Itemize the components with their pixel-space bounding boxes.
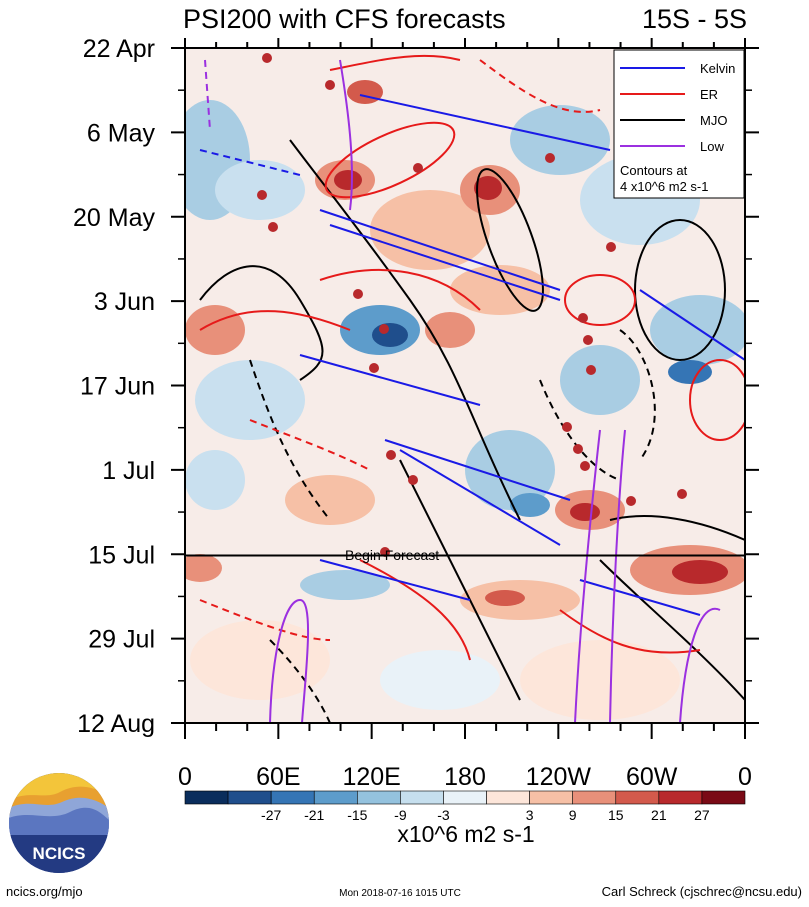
y-tick-label: 17 Jun <box>80 373 155 401</box>
colorbar-swatch <box>184 790 229 805</box>
x-axis: 0 60E 120E 180 120W 60W 0 <box>178 38 752 791</box>
colorbar-tick-label: 21 <box>651 807 667 823</box>
y-tick-label: 29 Jul <box>88 626 155 654</box>
colorbar-swatch <box>486 790 530 805</box>
colorbar-swatch <box>270 790 315 805</box>
footer-right: Carl Schreck (cjschrec@ncsu.edu) <box>602 884 802 899</box>
legend: Kelvin ER MJO Low Contours at 4 x10^6 m2 s-… <box>613 49 745 199</box>
x-tick-label: 60E <box>256 763 300 791</box>
colorbar-swatch <box>400 790 444 805</box>
colorbar-swatch <box>615 790 660 805</box>
colorbar-tick-label: -27 <box>261 807 281 823</box>
legend-label: Kelvin <box>700 61 735 76</box>
logo-text: NCICS <box>33 844 86 863</box>
region-label: 15S - 5S <box>642 4 747 34</box>
y-axis: 22 Apr 6 May 20 May 3 Jun 17 Jun 1 Jul 15 Jul 2… <box>73 35 759 738</box>
colorbar-tick-label: -21 <box>304 807 324 823</box>
footer-timestamp: Mon 2018-07-16 1015 UTC <box>339 888 461 899</box>
x-tick-label: 0 <box>738 763 752 791</box>
x-tick-label: 180 <box>444 763 486 791</box>
contours <box>199 54 745 723</box>
y-tick-label: 3 Jun <box>94 288 155 316</box>
y-tick-label: 22 Apr <box>83 35 155 63</box>
y-tick-label: 1 Jul <box>102 457 155 485</box>
colorbar-swatch <box>227 790 272 805</box>
colorbar-tick-label: 27 <box>694 807 710 823</box>
colorbar-swatch <box>701 790 746 805</box>
ncics-logo: NCICS <box>9 773 109 873</box>
legend-label: MJO <box>700 113 727 128</box>
legend-note-line1: Contours at <box>620 163 688 178</box>
x-tick-label: 120W <box>526 763 592 791</box>
colorbar-swatch <box>313 790 358 805</box>
legend-label: Low <box>700 139 724 154</box>
colorbar-swatch <box>658 790 703 805</box>
y-tick-label: 12 Aug <box>77 710 155 738</box>
colorbar-swatch <box>572 790 617 805</box>
forecast-start-label: Begin Forecast <box>345 547 439 563</box>
chart-title: PSI200 with CFS forecasts <box>183 4 506 34</box>
colorbar-tick-label: -15 <box>347 807 367 823</box>
colorbar-swatch <box>357 790 401 805</box>
colorbar-tick-label: 9 <box>569 807 577 823</box>
colorbar-tick-label: 15 <box>608 807 624 823</box>
y-tick-label: 15 Jul <box>88 541 155 569</box>
colorbar-swatch <box>443 790 487 805</box>
colorbar-swatch <box>529 790 573 805</box>
legend-label: ER <box>700 87 718 102</box>
footer-left: ncics.org/mjo <box>6 884 83 899</box>
y-tick-label: 20 May <box>73 204 155 232</box>
x-tick-label: 120E <box>342 763 400 791</box>
legend-note-line2: 4 x10^6 m2 s-1 <box>620 179 708 194</box>
x-tick-label: 0 <box>178 763 192 791</box>
colorbar: -27 -21 -15 -9 -3 3 9 15 21 27 <box>184 790 746 823</box>
colorbar-tick-label: 3 <box>526 807 534 823</box>
y-tick-label: 6 May <box>87 119 156 147</box>
colorbar-tick-label: -9 <box>394 807 407 823</box>
colorbar-tick-label: -3 <box>437 807 450 823</box>
x-tick-label: 60W <box>626 763 678 791</box>
colorbar-units: x10^6 m2 s-1 <box>397 821 534 847</box>
